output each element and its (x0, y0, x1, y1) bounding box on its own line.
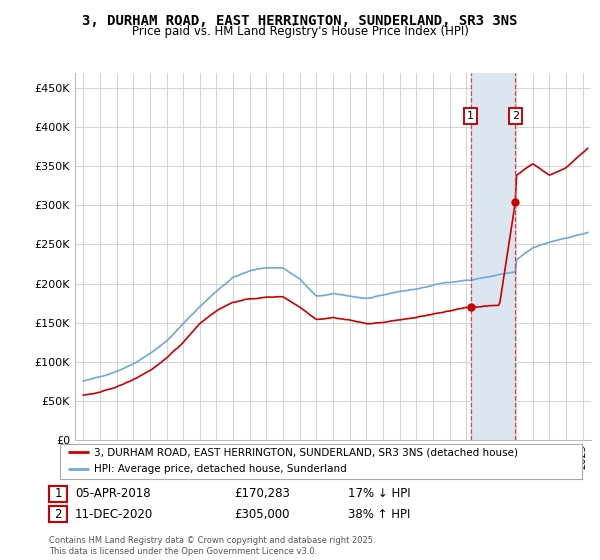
Text: 1: 1 (55, 487, 62, 501)
Text: 2: 2 (512, 111, 519, 121)
Text: 3, DURHAM ROAD, EAST HERRINGTON, SUNDERLAND, SR3 3NS: 3, DURHAM ROAD, EAST HERRINGTON, SUNDERL… (82, 14, 518, 28)
Text: Price paid vs. HM Land Registry's House Price Index (HPI): Price paid vs. HM Land Registry's House … (131, 25, 469, 38)
Text: 11-DEC-2020: 11-DEC-2020 (75, 507, 153, 521)
Text: 38% ↑ HPI: 38% ↑ HPI (348, 507, 410, 521)
Text: 05-APR-2018: 05-APR-2018 (75, 487, 151, 501)
Text: £305,000: £305,000 (234, 507, 290, 521)
Text: 17% ↓ HPI: 17% ↓ HPI (348, 487, 410, 501)
Bar (470, 73, 515, 440)
Text: £170,283: £170,283 (234, 487, 290, 501)
Text: Contains HM Land Registry data © Crown copyright and database right 2025.
This d: Contains HM Land Registry data © Crown c… (49, 536, 376, 556)
Text: HPI: Average price, detached house, Sunderland: HPI: Average price, detached house, Sund… (94, 464, 347, 474)
Text: 3, DURHAM ROAD, EAST HERRINGTON, SUNDERLAND, SR3 3NS (detached house): 3, DURHAM ROAD, EAST HERRINGTON, SUNDERL… (94, 447, 518, 458)
Text: 2: 2 (55, 507, 62, 521)
Text: 1: 1 (467, 111, 474, 121)
